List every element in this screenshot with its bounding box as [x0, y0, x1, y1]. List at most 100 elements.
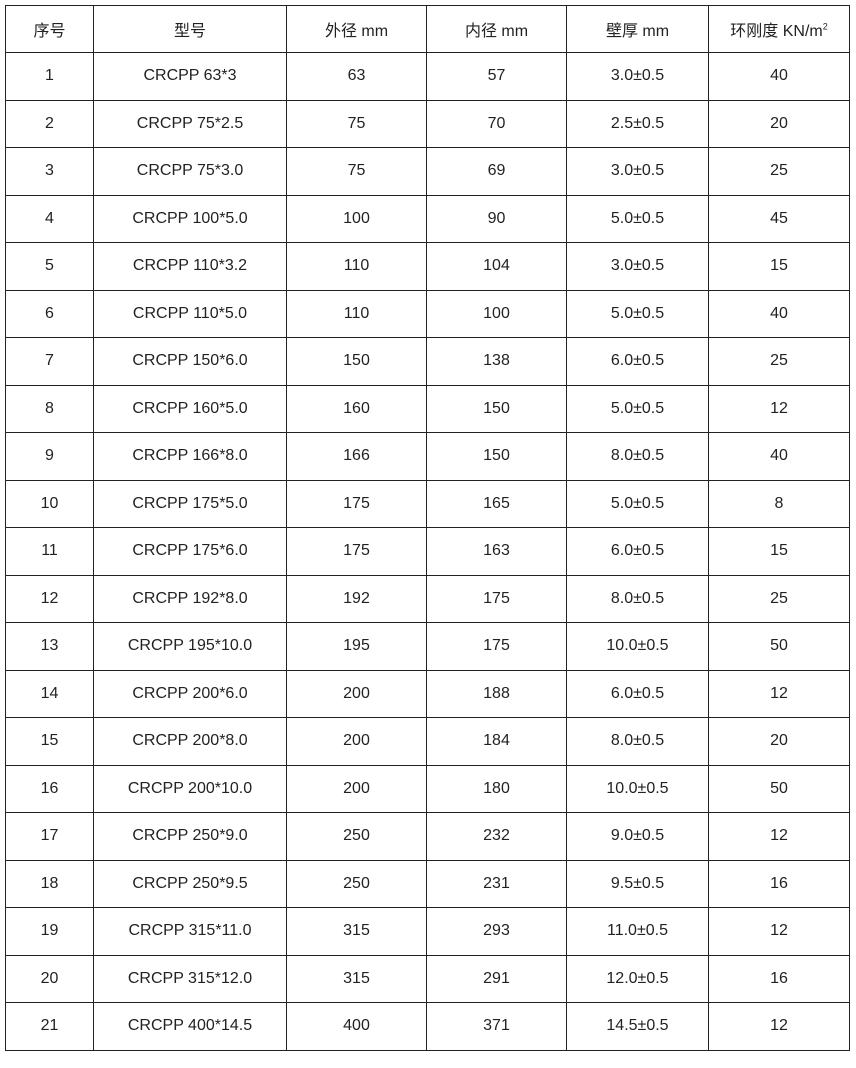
- table-row: 21 CRCPP 400*14.5 400 371 14.5±0.5 12: [5, 1002, 850, 1051]
- table-row: 14 CRCPP 200*6.0 200 188 6.0±0.5 12: [5, 669, 850, 718]
- table-cell: 138: [426, 337, 567, 386]
- table-cell: 25: [708, 337, 850, 386]
- table-cell: 57: [426, 52, 567, 101]
- table-cell: 12: [708, 812, 850, 861]
- table-cell: 21: [5, 1002, 94, 1051]
- table-cell: CRCPP 200*10.0: [93, 764, 287, 813]
- table-cell: 100: [286, 194, 427, 243]
- table-row: 12 CRCPP 192*8.0 192 175 8.0±0.5 25: [5, 574, 850, 623]
- table-cell: CRCPP 250*9.5: [93, 859, 287, 908]
- table-cell: 5.0±0.5: [566, 479, 709, 528]
- table-cell: CRCPP 166*8.0: [93, 432, 287, 481]
- column-header-label: 外径 mm: [324, 23, 389, 40]
- table-cell: CRCPP 400*14.5: [93, 1002, 287, 1051]
- table-row: 8 CRCPP 160*5.0 160 150 5.0±0.5 12: [5, 384, 850, 433]
- table-cell: 63: [286, 52, 427, 101]
- table-cell: CRCPP 110*5.0: [93, 289, 287, 338]
- table-row: 18 CRCPP 250*9.5 250 231 9.5±0.5 16: [5, 859, 850, 908]
- table-cell: 70: [426, 99, 567, 148]
- table-cell: 3.0±0.5: [566, 52, 709, 101]
- table-cell: 2: [5, 99, 94, 148]
- table-row: 2 CRCPP 75*2.5 75 70 2.5±0.5 20: [5, 99, 850, 148]
- table-cell: 150: [426, 384, 567, 433]
- table-cell: 5.0±0.5: [566, 384, 709, 433]
- table-cell: 4: [5, 194, 94, 243]
- table-cell: 232: [426, 812, 567, 861]
- table-cell: 291: [426, 954, 567, 1003]
- table-cell: 12: [708, 384, 850, 433]
- table-cell: 180: [426, 764, 567, 813]
- table-row: 15 CRCPP 200*8.0 200 184 8.0±0.5 20: [5, 717, 850, 766]
- table-row: 7 CRCPP 150*6.0 150 138 6.0±0.5 25: [5, 337, 850, 386]
- table-cell: 13: [5, 622, 94, 671]
- table-cell: 110: [286, 242, 427, 291]
- table-cell: CRCPP 200*6.0: [93, 669, 287, 718]
- table-cell: 7: [5, 337, 94, 386]
- table-cell: 10.0±0.5: [566, 764, 709, 813]
- table-cell: CRCPP 63*3: [93, 52, 287, 101]
- table-cell: 175: [426, 622, 567, 671]
- table-cell: 175: [426, 574, 567, 623]
- table-cell: 8.0±0.5: [566, 574, 709, 623]
- table-cell: 231: [426, 859, 567, 908]
- table-cell: CRCPP 100*5.0: [93, 194, 287, 243]
- table-row: 1 CRCPP 63*3 63 57 3.0±0.5 40: [5, 52, 850, 101]
- table-cell: 25: [708, 574, 850, 623]
- table-cell: 100: [426, 289, 567, 338]
- table-cell: 11: [5, 527, 94, 576]
- table-cell: CRCPP 315*12.0: [93, 954, 287, 1003]
- table-cell: 25: [708, 147, 850, 196]
- table-cell: 104: [426, 242, 567, 291]
- table-row: 6 CRCPP 110*5.0 110 100 5.0±0.5 40: [5, 289, 850, 338]
- table-cell: 200: [286, 669, 427, 718]
- table-cell: CRCPP 75*2.5: [93, 99, 287, 148]
- table-cell: 163: [426, 527, 567, 576]
- table-cell: CRCPP 75*3.0: [93, 147, 287, 196]
- table-row: 10 CRCPP 175*5.0 175 165 5.0±0.5 8: [5, 479, 850, 528]
- table-row: 9 CRCPP 166*8.0 166 150 8.0±0.5 40: [5, 432, 850, 481]
- table-cell: 75: [286, 99, 427, 148]
- table-cell: 184: [426, 717, 567, 766]
- table-cell: 15: [708, 242, 850, 291]
- column-header: 环刚度 KN/m2: [708, 5, 850, 53]
- table-cell: 50: [708, 764, 850, 813]
- table-cell: 110: [286, 289, 427, 338]
- table-cell: 400: [286, 1002, 427, 1051]
- table-cell: 3.0±0.5: [566, 147, 709, 196]
- table-cell: CRCPP 175*5.0: [93, 479, 287, 528]
- table-cell: 16: [708, 859, 850, 908]
- table-cell: 166: [286, 432, 427, 481]
- table-cell: 8.0±0.5: [566, 432, 709, 481]
- table-cell: CRCPP 192*8.0: [93, 574, 287, 623]
- table-cell: CRCPP 195*10.0: [93, 622, 287, 671]
- table-cell: 15: [5, 717, 94, 766]
- column-header: 型号: [93, 5, 287, 53]
- table-cell: CRCPP 110*3.2: [93, 242, 287, 291]
- table-cell: 6.0±0.5: [566, 669, 709, 718]
- column-header-label: 型号: [173, 23, 206, 40]
- column-header-label: 内径 mm: [464, 23, 529, 40]
- column-header-label: 序号: [33, 23, 66, 40]
- table-cell: 6.0±0.5: [566, 527, 709, 576]
- table-cell: 40: [708, 289, 850, 338]
- table-cell: 192: [286, 574, 427, 623]
- table-cell: 200: [286, 717, 427, 766]
- table-cell: 40: [708, 432, 850, 481]
- table-cell: 5.0±0.5: [566, 194, 709, 243]
- table-cell: 250: [286, 859, 427, 908]
- table-cell: 50: [708, 622, 850, 671]
- table-cell: 3.0±0.5: [566, 242, 709, 291]
- table-cell: 12: [708, 1002, 850, 1051]
- column-header: 壁厚 mm: [566, 5, 709, 53]
- table-cell: CRCPP 200*8.0: [93, 717, 287, 766]
- table-cell: 12: [708, 907, 850, 956]
- table-cell: 40: [708, 52, 850, 101]
- table-row: 16 CRCPP 200*10.0 200 180 10.0±0.5 50: [5, 764, 850, 813]
- column-header: 序号: [5, 5, 94, 53]
- table-cell: 10.0±0.5: [566, 622, 709, 671]
- table-cell: 200: [286, 764, 427, 813]
- table-cell: 8: [5, 384, 94, 433]
- header-row: 序号 型号 外径 mm 内径 mm 壁厚 mm 环刚度 KN/m2: [5, 5, 850, 53]
- table-cell: 8.0±0.5: [566, 717, 709, 766]
- table-row: 13 CRCPP 195*10.0 195 175 10.0±0.5 50: [5, 622, 850, 671]
